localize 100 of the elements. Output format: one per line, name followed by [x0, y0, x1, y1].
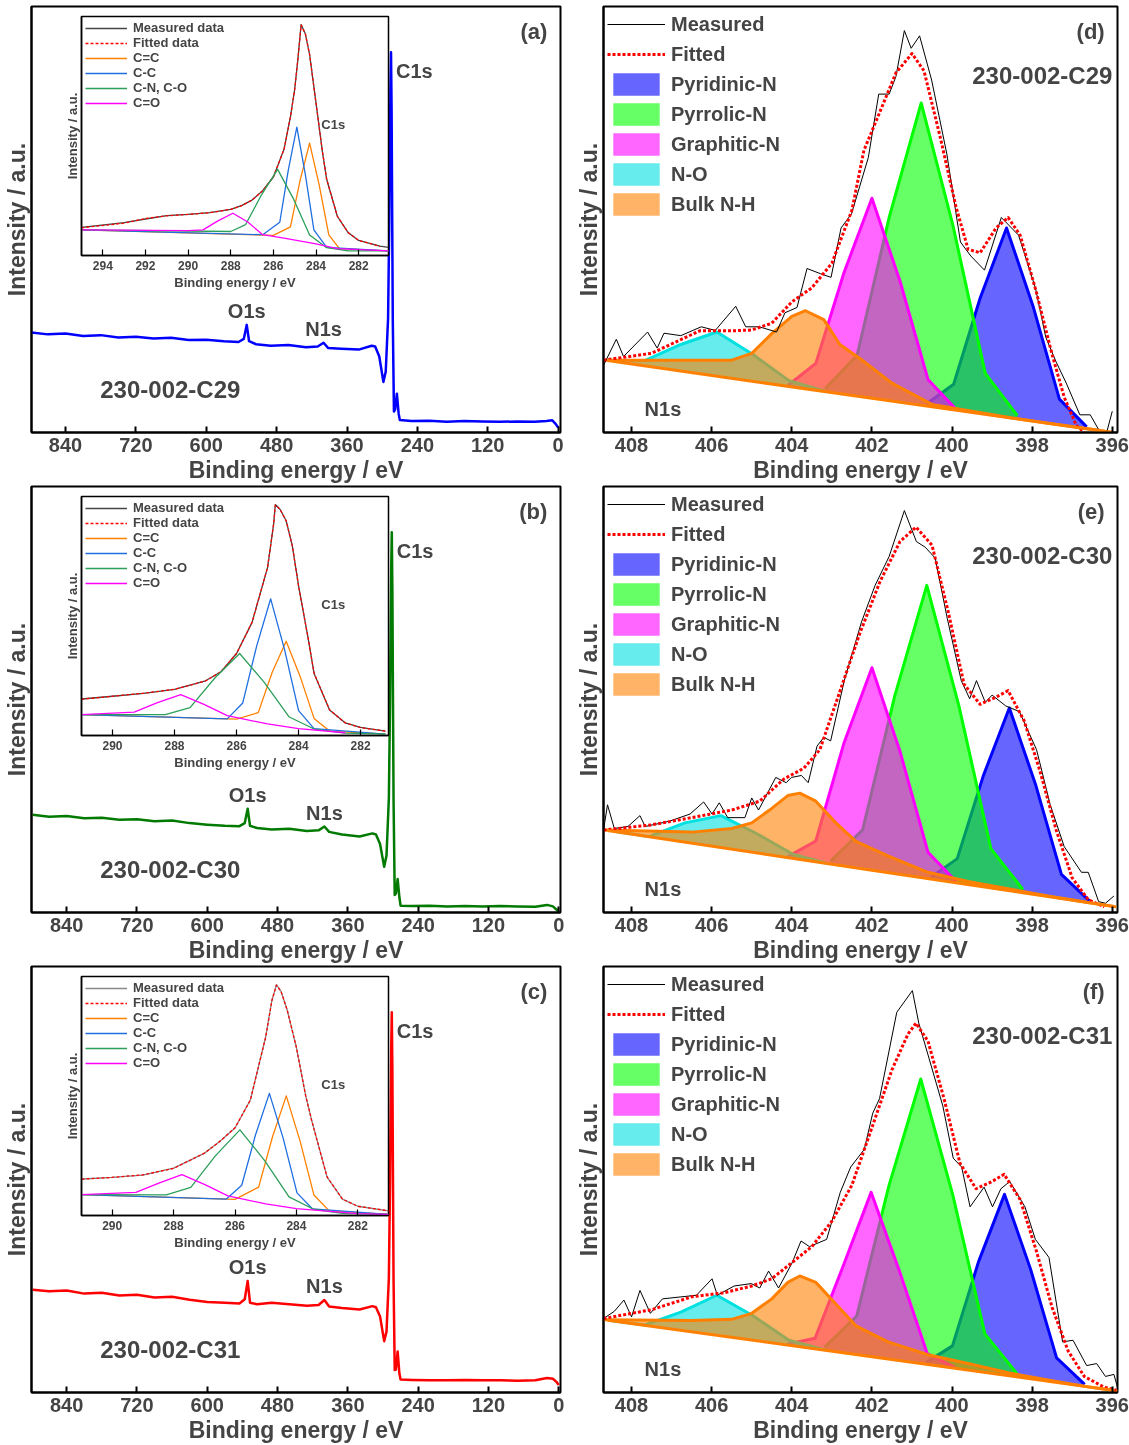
annotation: (f): [1082, 979, 1105, 1005]
x-tick-label: 240: [401, 913, 435, 936]
x-tick-label: 840: [49, 1393, 84, 1416]
legend-label: C-N, C-O: [133, 1040, 188, 1055]
y-axis-title: Intensity / a.u.: [3, 622, 30, 777]
x-tick-label: 0: [553, 1393, 565, 1416]
annotation: N1s: [306, 801, 343, 824]
x-axis-title: Binding energy / eV: [188, 1416, 405, 1443]
x-axis-title: Binding energy / eV: [188, 936, 405, 963]
annotation: C1s: [321, 1076, 346, 1092]
annotation: (d): [1076, 19, 1105, 45]
x-tick-label: 406: [694, 433, 729, 456]
x-tick-label: 398: [1015, 1393, 1049, 1416]
legend-label: Bulk N-H: [671, 191, 756, 217]
x-axis-title: Binding energy / eV: [753, 936, 969, 963]
x-tick-label: 290: [178, 258, 199, 273]
legend-label: N-O: [671, 161, 708, 187]
legend-label: C-C: [133, 545, 157, 560]
x-tick-label: 0: [553, 913, 565, 936]
legend-label: Pyridinic-N: [671, 551, 777, 577]
x-tick-label: 282: [347, 1218, 369, 1233]
legend-label: C=C: [133, 1010, 160, 1025]
annotation: C1s: [396, 1020, 434, 1043]
x-axis-title: Binding energy / eV: [174, 754, 297, 770]
x-tick-label: 406: [694, 913, 729, 936]
annotation: C1s: [321, 116, 346, 132]
x-tick-label: 288: [220, 258, 242, 273]
legend-label: Pyridinic-N: [671, 1031, 777, 1057]
x-tick-label: 288: [163, 1218, 184, 1233]
x-tick-label: 360: [331, 1393, 365, 1416]
x-tick-label: 120: [471, 913, 506, 936]
x-tick-label: 292: [135, 258, 156, 273]
x-tick-label: 400: [935, 433, 969, 456]
legend-label: Fitted: [671, 1001, 726, 1027]
annotation: N1s: [306, 1275, 343, 1298]
annotation: 230-002-C30: [100, 855, 241, 883]
x-tick-label: 402: [855, 1393, 889, 1416]
legend-label: C=O: [133, 1055, 161, 1070]
legend-label: Fitted: [671, 521, 726, 547]
legend-label: C-C: [133, 1025, 157, 1040]
legend-label: C=O: [133, 575, 161, 590]
x-tick-label: 360: [331, 913, 365, 936]
x-tick-label: 294: [92, 258, 114, 273]
legend-label: Pyrrolic-N: [671, 581, 767, 607]
x-tick-label: 402: [855, 433, 889, 456]
legend-label: Measured data: [133, 980, 225, 995]
y-axis-title: Intensity / a.u.: [575, 622, 602, 777]
x-tick-label: 240: [401, 1393, 435, 1416]
legend-label: Measured: [671, 971, 765, 997]
annotation: O1s: [228, 783, 267, 806]
x-tick-label: 396: [1095, 1393, 1129, 1416]
legend-label: Bulk N-H: [671, 671, 756, 697]
legend-label: Fitted data: [133, 515, 199, 530]
x-tick-label: 720: [120, 913, 154, 936]
x-tick-label: 480: [260, 913, 295, 936]
x-axis-title: Binding energy / eV: [174, 1234, 297, 1250]
x-tick-label: 120: [471, 433, 505, 456]
legend-label: C-C: [133, 65, 157, 80]
x-tick-label: 480: [259, 433, 294, 456]
x-tick-label: 600: [190, 1393, 224, 1416]
x-tick-label: 400: [935, 913, 969, 936]
x-tick-label: 408: [614, 913, 649, 936]
legend-label: Measured: [671, 491, 765, 517]
x-axis-title: Binding energy / eV: [753, 456, 969, 483]
text: (b): [519, 499, 548, 525]
x-tick-label: 240: [400, 433, 435, 456]
annotation: O1s: [227, 299, 266, 322]
x-tick-label: 286: [226, 738, 247, 753]
legend-label: Measured: [671, 11, 765, 37]
x-tick-label: 120: [471, 1393, 506, 1416]
legend-label: Fitted data: [133, 35, 199, 50]
legend-label: C-N, C-O: [133, 80, 188, 95]
legend-label: Measured data: [133, 500, 225, 515]
x-tick-label: 408: [614, 433, 649, 456]
annotation: N1s: [644, 397, 682, 420]
x-tick-label: 406: [694, 1393, 729, 1416]
x-tick-label: 396: [1095, 913, 1129, 936]
annotation: C1s: [396, 540, 434, 563]
x-tick-label: 402: [855, 913, 889, 936]
x-tick-label: 720: [120, 1393, 154, 1416]
legend-label: N-O: [671, 1121, 708, 1147]
x-tick-label: 404: [775, 913, 810, 936]
text: (a): [520, 19, 548, 45]
annotation: (e): [1077, 499, 1105, 525]
annotation: 230-002-C29: [972, 61, 1113, 89]
annotation: N1s: [305, 317, 342, 340]
x-tick-label: 404: [775, 433, 810, 456]
y-axis-title: Intensity / a.u.: [64, 1052, 80, 1140]
legend-label: Fitted: [671, 41, 726, 67]
annotation: 230-002-C31: [100, 1335, 241, 1363]
text: (c): [520, 979, 548, 1005]
x-axis-title: Binding energy / eV: [174, 274, 297, 290]
x-axis-title: Binding energy / eV: [188, 456, 405, 483]
y-axis-title: Intensity / a.u.: [3, 142, 30, 297]
legend-label: C-N, C-O: [133, 560, 188, 575]
annotation: N1s: [644, 877, 682, 900]
x-tick-label: 284: [286, 1218, 307, 1233]
legend-label: Pyrrolic-N: [671, 101, 767, 127]
legend-label: Pyridinic-N: [671, 71, 777, 97]
x-tick-label: 0: [552, 433, 564, 456]
